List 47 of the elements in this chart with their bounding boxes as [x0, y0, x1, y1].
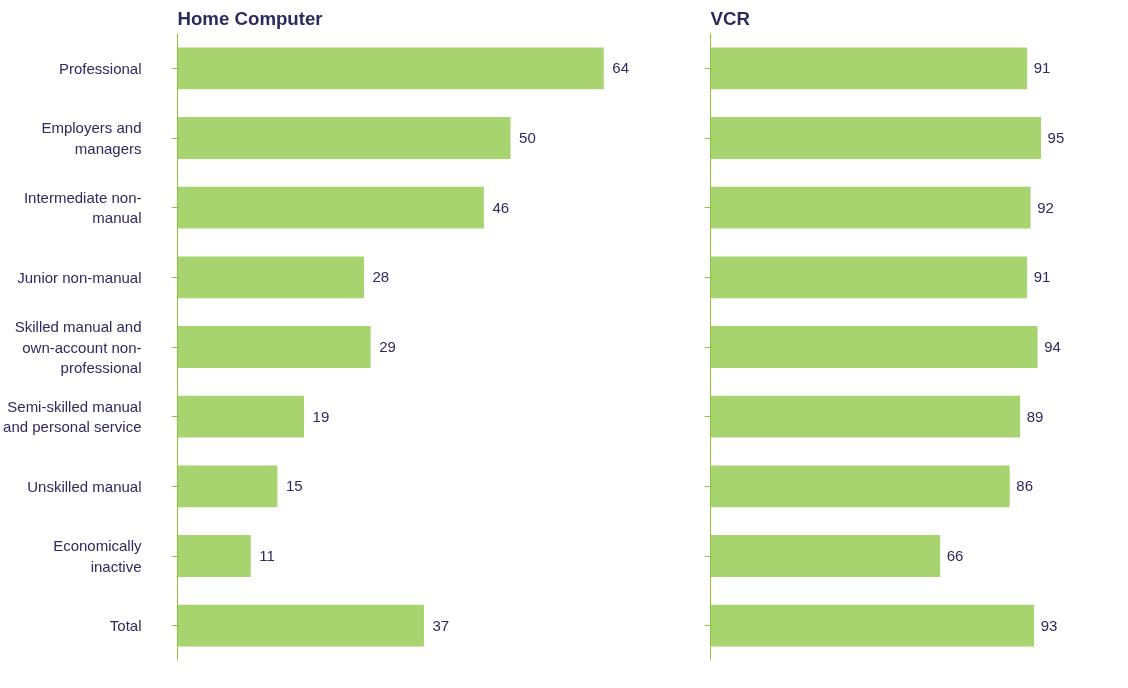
y-tick-label: Employers and managers [41, 119, 142, 157]
y-tick-label: Unskilled manual [27, 477, 142, 495]
bar [710, 186, 1031, 229]
bar [177, 47, 604, 90]
data-label: 89 [1026, 407, 1044, 425]
bar [177, 256, 364, 299]
bar [710, 465, 1010, 508]
bar [710, 395, 1021, 438]
data-label: 66 [946, 547, 964, 564]
bar [710, 326, 1038, 368]
bar [710, 47, 1028, 90]
data-label: 11 [259, 547, 275, 564]
bar [710, 535, 941, 577]
data-label: 29 [379, 338, 396, 355]
y-tick-label: Professional [58, 59, 142, 77]
chart-title: VCR [710, 7, 751, 29]
data-label: 50 [519, 129, 536, 146]
data-label: 93 [1040, 616, 1058, 634]
bar [177, 535, 251, 577]
y-tick-label: Intermediate non-manual [23, 188, 142, 227]
data-label: 15 [285, 477, 303, 495]
data-label: 46 [492, 198, 510, 216]
data-label: 91 [1033, 59, 1051, 77]
y-tick-label: Skilled manual and own-account non-professional [14, 318, 142, 376]
bar [177, 395, 305, 438]
bar [177, 326, 371, 368]
y-tick-label: Junior non-manual [17, 268, 142, 286]
bar [177, 117, 511, 159]
bar [177, 465, 278, 508]
y-tick-label: Semi-skilled manual and personal service [3, 397, 142, 436]
bar [710, 256, 1028, 299]
bar [710, 117, 1042, 159]
data-label: 94 [1044, 338, 1061, 355]
data-label: 91 [1033, 268, 1051, 286]
data-label: 37 [432, 616, 450, 634]
data-label: 86 [1016, 477, 1033, 495]
chart-title: Home Computer [177, 7, 323, 29]
data-label: 95 [1047, 129, 1065, 146]
bar [177, 186, 484, 229]
y-tick-label: Total [109, 617, 142, 635]
y-tick-label: Economically inactive [53, 537, 142, 575]
data-label: 92 [1037, 198, 1054, 216]
data-label: 19 [312, 407, 330, 425]
bar [177, 604, 424, 647]
data-label: 28 [372, 268, 390, 286]
bar [710, 604, 1035, 647]
data-label: 64 [612, 59, 629, 77]
